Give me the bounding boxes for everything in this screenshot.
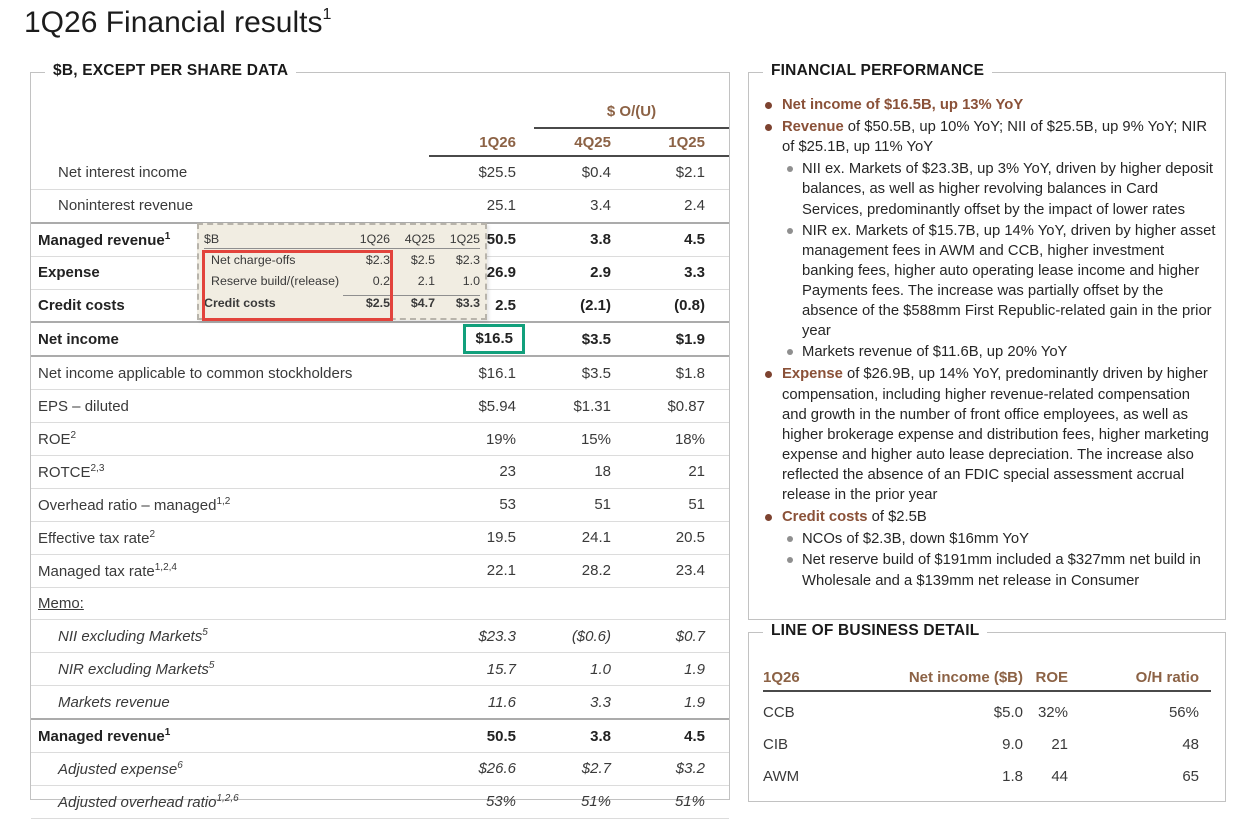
sub-bullet: NCOs of $2.3B, down $16mm YoY (783, 529, 1217, 549)
page-title-footnote: 1 (322, 6, 332, 23)
table-row-net-income: Net income $16.5 $3.5 $1.9 (31, 321, 729, 355)
lob-row-awm: AWM 1.8 44 65 (763, 767, 1199, 785)
financial-results-panel: $B, EXCEPT PER SHARE DATA $ O/(U) 1Q26 4… (30, 62, 730, 819)
table-row: Noninterest revenue 25.1 3.4 2.4 (31, 188, 729, 222)
sub-bullet: Net reserve build of $191mm included a $… (783, 550, 1217, 590)
revenue-sub-bullets: NII ex. Markets of $23.3B, up 3% YoY, dr… (783, 159, 1217, 362)
bullet-credit-costs: Credit costs of $2.5B (759, 507, 1217, 527)
dollar-over-under-label: $ O/(U) (534, 103, 729, 129)
lob-row-ccb: CCB $5.0 32% 56% (763, 703, 1199, 721)
callout-row: Reserve build/(release) 0.2 2.1 1.0 (211, 273, 480, 288)
table-row: Markets revenue 11.6 3.3 1.9 (31, 685, 729, 718)
credit-costs-callout: $B 1Q26 4Q25 1Q25 Net charge-offs $2.3 $… (197, 223, 487, 321)
fp-panel-title: FINANCIAL PERFORMANCE (763, 62, 993, 80)
table-row: Net interest income $25.5 $0.4 $2.1 (58, 164, 705, 182)
table-row: Managed revenue1 50.5 3.8 4.5 (31, 221, 729, 256)
col-header-1q26: 1Q26 (479, 134, 516, 151)
bullet-net-income: Net income of $16.5B, up 13% YoY (759, 95, 1217, 115)
credit-costs-sub-bullets: NCOs of $2.3B, down $16mm YoY Net reserv… (783, 529, 1217, 590)
table-row: ROE2 19% 15% 18% (31, 422, 729, 455)
lob-table: 1Q26 Net income ($B) ROE O/H ratio CCB $… (763, 669, 1211, 792)
table-row: Adjusted expense6 $26.6 $2.7 $3.2 (31, 752, 729, 785)
left-panel-title: $B, EXCEPT PER SHARE DATA (45, 62, 297, 80)
sub-bullet: Markets revenue of $11.6B, up 20% YoY (783, 342, 1217, 362)
financial-table-body: Net interest income $25.5 $0.4 $2.1 Noni… (31, 157, 729, 819)
dollar-over-under-header-row: $ O/(U) (31, 103, 729, 129)
line-of-business-panel: LINE OF BUSINESS DETAIL 1Q26 Net income … (748, 622, 1226, 802)
table-row: Effective tax rate2 19.5 24.1 20.5 (31, 520, 729, 554)
callout-unit-label: $B (204, 232, 220, 246)
page-title: 1Q26 Financial results1 (24, 6, 331, 40)
col-header-1q25: 1Q25 (668, 134, 705, 151)
lob-header-row: 1Q26 Net income ($B) ROE O/H ratio (763, 669, 1211, 692)
table-row: NII excluding Markets5 $23.3 ($0.6) $0.7 (31, 619, 729, 652)
col-header-4q25: 4Q25 (574, 134, 611, 151)
table-row: Net income applicable to common stockhol… (31, 355, 729, 389)
sub-bullet: NII ex. Markets of $23.3B, up 3% YoY, dr… (783, 159, 1217, 219)
page-title-text: 1Q26 Financial results (24, 6, 323, 39)
table-row: NIR excluding Markets5 15.7 1.0 1.9 (31, 652, 729, 685)
table-row: Managed tax rate1,2,4 22.1 28.2 23.4 (31, 553, 729, 587)
column-header-row: 1Q26 4Q25 1Q25 (31, 129, 729, 157)
lob-panel-title: LINE OF BUSINESS DETAIL (763, 622, 988, 640)
table-row: Adjusted overhead ratio1,2,6 53% 51% 51% (31, 784, 729, 819)
table-row: Overhead ratio – managed1,2 53 51 51 (31, 487, 729, 521)
callout-row: Net charge-offs $2.3 $2.5 $2.3 (211, 252, 480, 267)
bullet-revenue: Revenue of $50.5B, up 10% YoY; NII of $2… (759, 117, 1217, 157)
bullet-expense: Expense of $26.9B, up 14% YoY, predomina… (759, 364, 1217, 505)
net-income-highlight-box: $16.5 (463, 324, 525, 355)
table-row-memo: Memo: (31, 586, 729, 620)
callout-total-row: Credit costs $2.5 $4.7 $3.3 (204, 295, 480, 310)
sub-bullet: NIR ex. Markets of $15.7B, up 14% YoY, d… (783, 221, 1217, 342)
lob-row-cib: CIB 9.0 21 48 (763, 735, 1199, 753)
table-row: EPS – diluted $5.94 $1.31 $0.87 (31, 389, 729, 422)
callout-header-row: $B 1Q26 4Q25 1Q25 (204, 228, 480, 249)
fp-bullet-list: Net income of $16.5B, up 13% YoY Revenue… (759, 95, 1217, 591)
table-row: Managed revenue1 50.5 3.8 4.5 (31, 718, 729, 752)
financial-performance-panel: FINANCIAL PERFORMANCE Net income of $16.… (748, 62, 1226, 620)
table-row: ROTCE2,3 23 18 21 (31, 455, 729, 488)
